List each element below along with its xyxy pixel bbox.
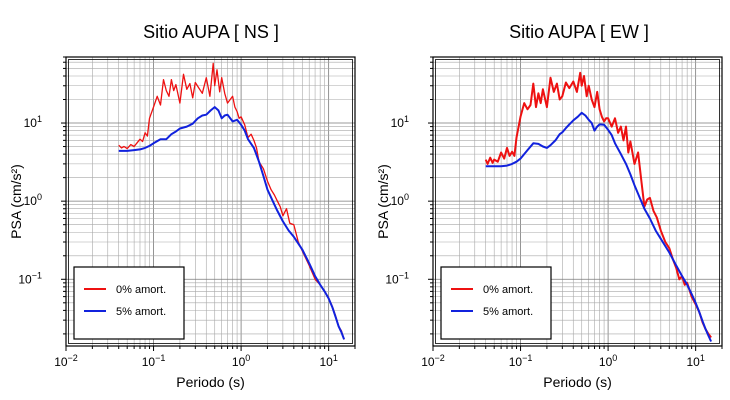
legend-label: 0% amort. bbox=[116, 284, 166, 296]
legend: 0% amort. 5% amort. bbox=[440, 266, 552, 340]
tick-marks bbox=[61, 56, 356, 351]
tick-marks bbox=[428, 56, 723, 351]
legend-box bbox=[440, 266, 552, 340]
x-tick-label: 10−1 bbox=[142, 353, 166, 369]
x-tick-label: 10−1 bbox=[509, 353, 533, 369]
x-axis-label: Periodo (s) bbox=[176, 374, 244, 390]
plot-frame-inner bbox=[435, 59, 720, 344]
chart-panel-ns: 10−2 10−1 100 101 10−1 100 101 Sitio AUPA [ NS … bbox=[8, 22, 356, 390]
legend-label: 0% amort. bbox=[483, 284, 533, 296]
y-tick-label: 10−1 bbox=[18, 270, 42, 286]
y-axis-label: PSA (cm/s²) bbox=[375, 164, 391, 239]
legend: 0% amort. 5% amort. bbox=[73, 266, 185, 340]
x-tick-label: 100 bbox=[599, 353, 617, 369]
series-line-amort-0 bbox=[484, 71, 712, 339]
legend-label: 5% amort. bbox=[483, 306, 533, 318]
x-tick-label: 10−2 bbox=[421, 353, 445, 369]
chart-title: Sitio AUPA [ EW ] bbox=[509, 22, 649, 42]
y-tick-label: 100 bbox=[391, 192, 409, 208]
series-line-amort-5 bbox=[485, 111, 713, 342]
y-tick-label: 101 bbox=[24, 114, 42, 130]
y-tick-label: 10−1 bbox=[385, 270, 409, 286]
legend-box bbox=[73, 266, 185, 340]
x-tick-label: 10−2 bbox=[54, 353, 78, 369]
chart-panel-ew: 10−2 10−1 100 101 10−1 100 101 Sitio AUPA [ EW … bbox=[375, 22, 723, 390]
series-line-amort-5 bbox=[118, 106, 346, 340]
x-axis-label: Periodo (s) bbox=[543, 374, 611, 390]
x-tick-label: 101 bbox=[686, 353, 704, 369]
y-axis-label: PSA (cm/s²) bbox=[8, 164, 24, 239]
y-tick-label: 101 bbox=[391, 114, 409, 130]
x-tick-label: 101 bbox=[319, 353, 337, 369]
y-tick-label: 100 bbox=[24, 192, 42, 208]
plot-frame-inner bbox=[68, 59, 353, 344]
legend-label: 5% amort. bbox=[116, 306, 166, 318]
series-line-amort-0 bbox=[118, 62, 345, 340]
x-tick-label: 100 bbox=[232, 353, 250, 369]
chart-title: Sitio AUPA [ NS ] bbox=[143, 22, 279, 42]
